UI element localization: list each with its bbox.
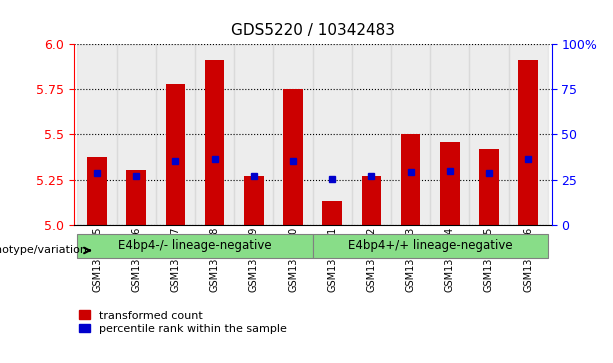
Bar: [313, 44, 352, 225]
Bar: [391, 44, 430, 225]
Bar: [283, 89, 303, 225]
Bar: [519, 60, 538, 225]
Bar: [352, 44, 391, 225]
Bar: [401, 134, 421, 225]
Bar: [205, 60, 224, 225]
Bar: [362, 176, 381, 225]
Title: GDS5220 / 10342483: GDS5220 / 10342483: [230, 23, 395, 38]
FancyBboxPatch shape: [313, 234, 548, 258]
Bar: [273, 44, 313, 225]
Text: genotype/variation: genotype/variation: [0, 245, 87, 256]
Bar: [234, 44, 273, 225]
Bar: [156, 44, 195, 225]
Legend: transformed count, percentile rank within the sample: transformed count, percentile rank withi…: [79, 310, 287, 334]
Bar: [166, 84, 185, 225]
FancyBboxPatch shape: [77, 234, 313, 258]
Bar: [430, 44, 470, 225]
Text: E4bp4+/+ lineage-negative: E4bp4+/+ lineage-negative: [348, 240, 512, 252]
Bar: [116, 44, 156, 225]
Bar: [440, 142, 460, 225]
Bar: [509, 44, 548, 225]
Bar: [479, 149, 499, 225]
Bar: [126, 170, 146, 225]
Bar: [244, 176, 264, 225]
Bar: [77, 44, 116, 225]
Bar: [195, 44, 234, 225]
Bar: [322, 200, 342, 225]
Bar: [87, 157, 107, 225]
Text: E4bp4-/- lineage-negative: E4bp4-/- lineage-negative: [118, 240, 272, 252]
Bar: [470, 44, 509, 225]
